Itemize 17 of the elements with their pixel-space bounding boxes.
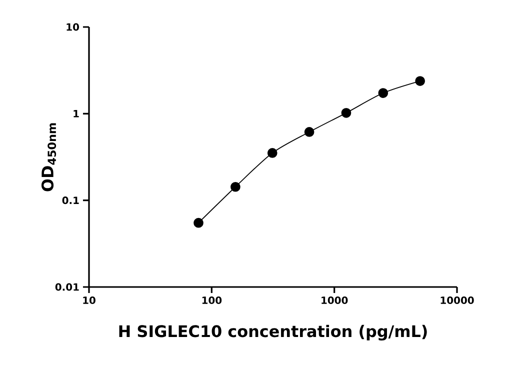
y-tick-label: 10 bbox=[66, 23, 80, 31]
x-axis-title: H SIGLEC10 concentration (pg/mL) bbox=[119, 324, 427, 340]
x-tick-label: 100 bbox=[202, 296, 222, 304]
point bbox=[341, 108, 352, 118]
y-axis-title: OD$_{450nm}$ bbox=[41, 123, 56, 192]
x-tick-label: 10000 bbox=[440, 296, 474, 304]
y-tick-label: 0.01 bbox=[55, 283, 79, 291]
x-tick-label: 10 bbox=[83, 296, 96, 304]
point bbox=[230, 182, 240, 192]
point bbox=[415, 76, 426, 86]
y-tick-label: 1 bbox=[74, 110, 79, 118]
point bbox=[304, 127, 314, 137]
point bbox=[267, 148, 278, 158]
y-tick-label: 0.1 bbox=[62, 196, 79, 204]
point bbox=[194, 218, 204, 228]
x-tick-label: 1000 bbox=[322, 296, 348, 304]
point bbox=[378, 88, 388, 98]
